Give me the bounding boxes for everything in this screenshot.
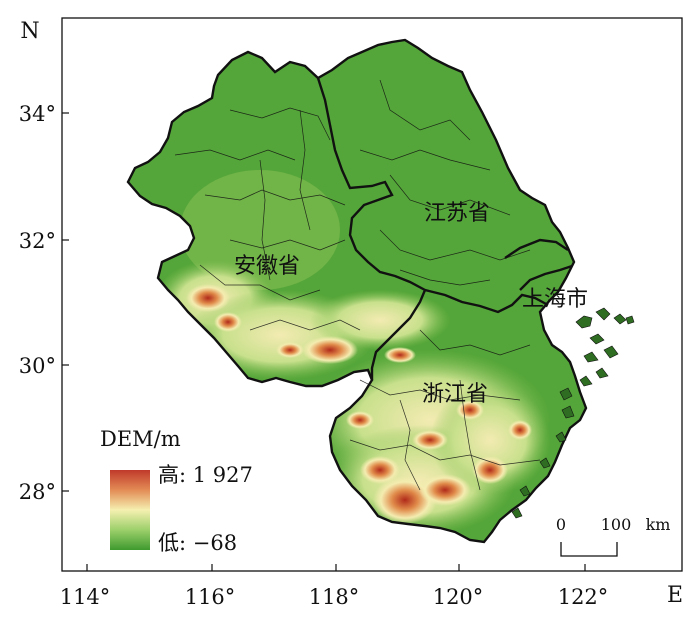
province-label-shanghai: 上海市 — [522, 287, 588, 312]
province-label-anhui: 安徽省 — [234, 254, 300, 279]
axis-ticks — [62, 112, 586, 571]
scale-bar-line — [560, 542, 618, 557]
prefecture-boundaries — [174, 79, 541, 491]
longitude-tick-label: 116° — [185, 585, 236, 609]
latitude-tick-label: 30° — [19, 354, 56, 378]
legend-title: DEM/m — [100, 427, 181, 451]
north-axis-label: N — [20, 19, 39, 44]
scale-unit-label: km — [646, 515, 671, 534]
latitude-tick-label: 28° — [19, 480, 56, 504]
legend-low-label: 低: −68 — [158, 531, 237, 555]
latitude-tick-label: 34° — [19, 102, 56, 126]
longitude-tick-label: 122° — [558, 585, 609, 609]
province-label-zhejiang: 浙江省 — [422, 382, 488, 407]
longitude-tick-label: 120° — [433, 585, 484, 609]
scale-bar: 0 100 km — [556, 515, 671, 557]
longitude-tick-label: 114° — [60, 585, 111, 609]
offshore-islands — [511, 307, 635, 519]
scale-zero-label: 0 — [556, 515, 566, 534]
legend-high-label: 高: 1 927 — [158, 463, 253, 487]
dem-legend: DEM/m 高: 1 927 低: −68 — [100, 427, 253, 555]
scale-distance-label: 100 — [601, 515, 632, 534]
province-label-jiangsu: 江苏省 — [424, 201, 490, 226]
map-frame — [61, 17, 683, 572]
east-axis-label: E — [667, 583, 683, 608]
latitude-tick-label: 32° — [19, 229, 56, 253]
legend-color-ramp — [110, 470, 150, 550]
province-boundaries — [126, 38, 588, 544]
longitude-tick-label: 118° — [309, 585, 360, 609]
